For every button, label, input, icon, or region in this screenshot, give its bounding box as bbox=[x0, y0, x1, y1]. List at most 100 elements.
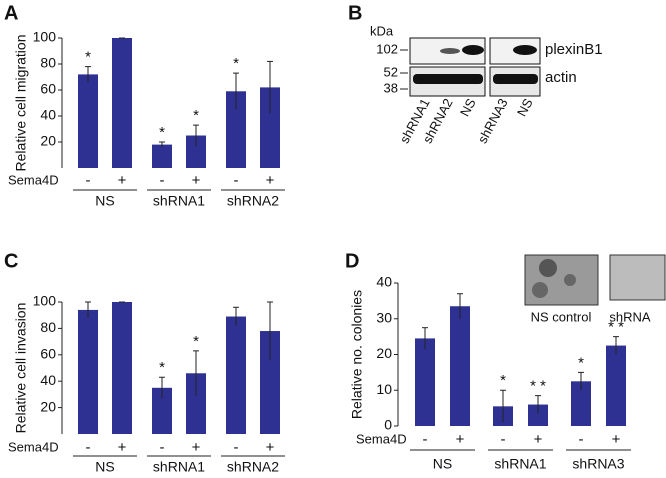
y-tick-label: 40 bbox=[40, 372, 56, 388]
group-label: NS bbox=[95, 193, 114, 209]
x-tick-label: + bbox=[192, 439, 201, 456]
bar bbox=[78, 74, 98, 168]
bar bbox=[152, 144, 172, 168]
x-tick-label: + bbox=[456, 431, 465, 448]
x-tick-label: + bbox=[266, 439, 275, 456]
y-tick-label: 60 bbox=[40, 81, 56, 97]
y-tick-label: 0 bbox=[384, 417, 392, 433]
significance: * bbox=[193, 333, 199, 350]
inset-image bbox=[609, 254, 666, 301]
bar bbox=[152, 387, 172, 434]
x-tick-label: - bbox=[579, 431, 584, 448]
band bbox=[462, 45, 484, 55]
y-axis-label: Relative cell invasion bbox=[13, 303, 29, 434]
factor-label: Sema4D bbox=[356, 431, 407, 446]
significance: * bbox=[500, 372, 506, 389]
significance: * bbox=[159, 124, 165, 141]
x-tick-label: + bbox=[192, 172, 201, 189]
panel-letter: A bbox=[4, 2, 18, 24]
group-label: shRNA2 bbox=[227, 459, 279, 475]
insets: NS control shRNA bbox=[524, 254, 666, 324]
panel-letter: B bbox=[348, 2, 362, 24]
y-tick-label: 80 bbox=[40, 319, 56, 335]
x-tick-label: - bbox=[234, 172, 239, 189]
significance: * bbox=[193, 107, 199, 124]
panel-letter: C bbox=[4, 250, 18, 272]
bar bbox=[226, 91, 246, 168]
bar bbox=[186, 373, 206, 434]
inset-image bbox=[524, 254, 599, 306]
bar bbox=[415, 338, 435, 426]
y-tick-label: 40 bbox=[40, 107, 56, 123]
significance: * bbox=[85, 49, 91, 66]
factor-label: Sema4D bbox=[8, 439, 59, 454]
bar bbox=[186, 135, 206, 168]
band-label: plexinB1 bbox=[545, 41, 603, 58]
y-tick-label: 80 bbox=[40, 55, 56, 71]
x-tick-label: + bbox=[118, 172, 127, 189]
y-axis-label: Relative no. colonies bbox=[349, 290, 365, 419]
bar bbox=[528, 404, 548, 426]
lane-label: NS bbox=[457, 96, 479, 119]
significance: * bbox=[578, 354, 584, 371]
western-blot: kDa 102 52 38 plexinB1 actin shRNA1 shRN… bbox=[370, 23, 603, 145]
significance: * * bbox=[530, 378, 546, 395]
bar bbox=[112, 38, 132, 168]
x-tick-label: + bbox=[612, 431, 621, 448]
group-label: shRNA1 bbox=[153, 193, 205, 209]
x-tick-label: + bbox=[534, 431, 543, 448]
lane-label: shRNA3 bbox=[475, 96, 511, 146]
colony bbox=[564, 274, 576, 286]
bar bbox=[260, 87, 280, 168]
band bbox=[413, 74, 483, 84]
group-label: shRNA2 bbox=[227, 193, 279, 209]
y-tick-label: 100 bbox=[33, 29, 57, 45]
x-tick-label: - bbox=[234, 439, 239, 456]
group-label: shRNA3 bbox=[572, 456, 624, 472]
y-tick-label: 10 bbox=[376, 381, 392, 397]
bar bbox=[571, 381, 591, 426]
x-tick-label: - bbox=[86, 439, 91, 456]
bar bbox=[606, 345, 626, 426]
x-tick-label: + bbox=[266, 172, 275, 189]
colony bbox=[532, 282, 548, 298]
y-tick-label: 20 bbox=[40, 398, 56, 414]
inset-label: NS control bbox=[531, 309, 592, 324]
x-tick-label: + bbox=[118, 439, 127, 456]
panel-letter: D bbox=[345, 250, 359, 272]
y-tick-label: 40 bbox=[376, 274, 392, 290]
marker-label: 52 bbox=[384, 64, 398, 79]
band bbox=[440, 48, 460, 54]
inset-label: shRNA bbox=[609, 309, 651, 324]
y-axis-label: Relative cell migration bbox=[13, 35, 29, 172]
band bbox=[513, 45, 537, 55]
significance: * bbox=[159, 359, 165, 376]
x-tick-label: - bbox=[160, 439, 165, 456]
x-tick-label: - bbox=[501, 431, 506, 448]
significance: * bbox=[233, 55, 239, 72]
band bbox=[493, 74, 538, 84]
group-label: NS bbox=[433, 456, 452, 472]
x-tick-label: - bbox=[160, 172, 165, 189]
significance: * * bbox=[608, 319, 624, 336]
bar bbox=[450, 306, 470, 426]
band-label: actin bbox=[545, 69, 577, 86]
marker-label: 102 bbox=[376, 41, 398, 56]
lane-label: NS bbox=[514, 96, 536, 119]
colony bbox=[539, 259, 557, 277]
y-tick-label: 100 bbox=[33, 293, 57, 309]
x-tick-label: - bbox=[86, 172, 91, 189]
marker-label: 38 bbox=[384, 80, 398, 95]
y-tick-label: 20 bbox=[40, 133, 56, 149]
group-label: shRNA1 bbox=[153, 459, 205, 475]
y-tick-label: 30 bbox=[376, 309, 392, 325]
unit-label: kDa bbox=[370, 23, 394, 38]
y-tick-label: 60 bbox=[40, 346, 56, 362]
factor-label: Sema4D bbox=[8, 172, 59, 187]
bar bbox=[112, 302, 132, 434]
group-label: NS bbox=[95, 459, 114, 475]
x-tick-label: - bbox=[423, 431, 428, 448]
bar bbox=[78, 309, 98, 434]
group-label: shRNA1 bbox=[494, 456, 546, 472]
